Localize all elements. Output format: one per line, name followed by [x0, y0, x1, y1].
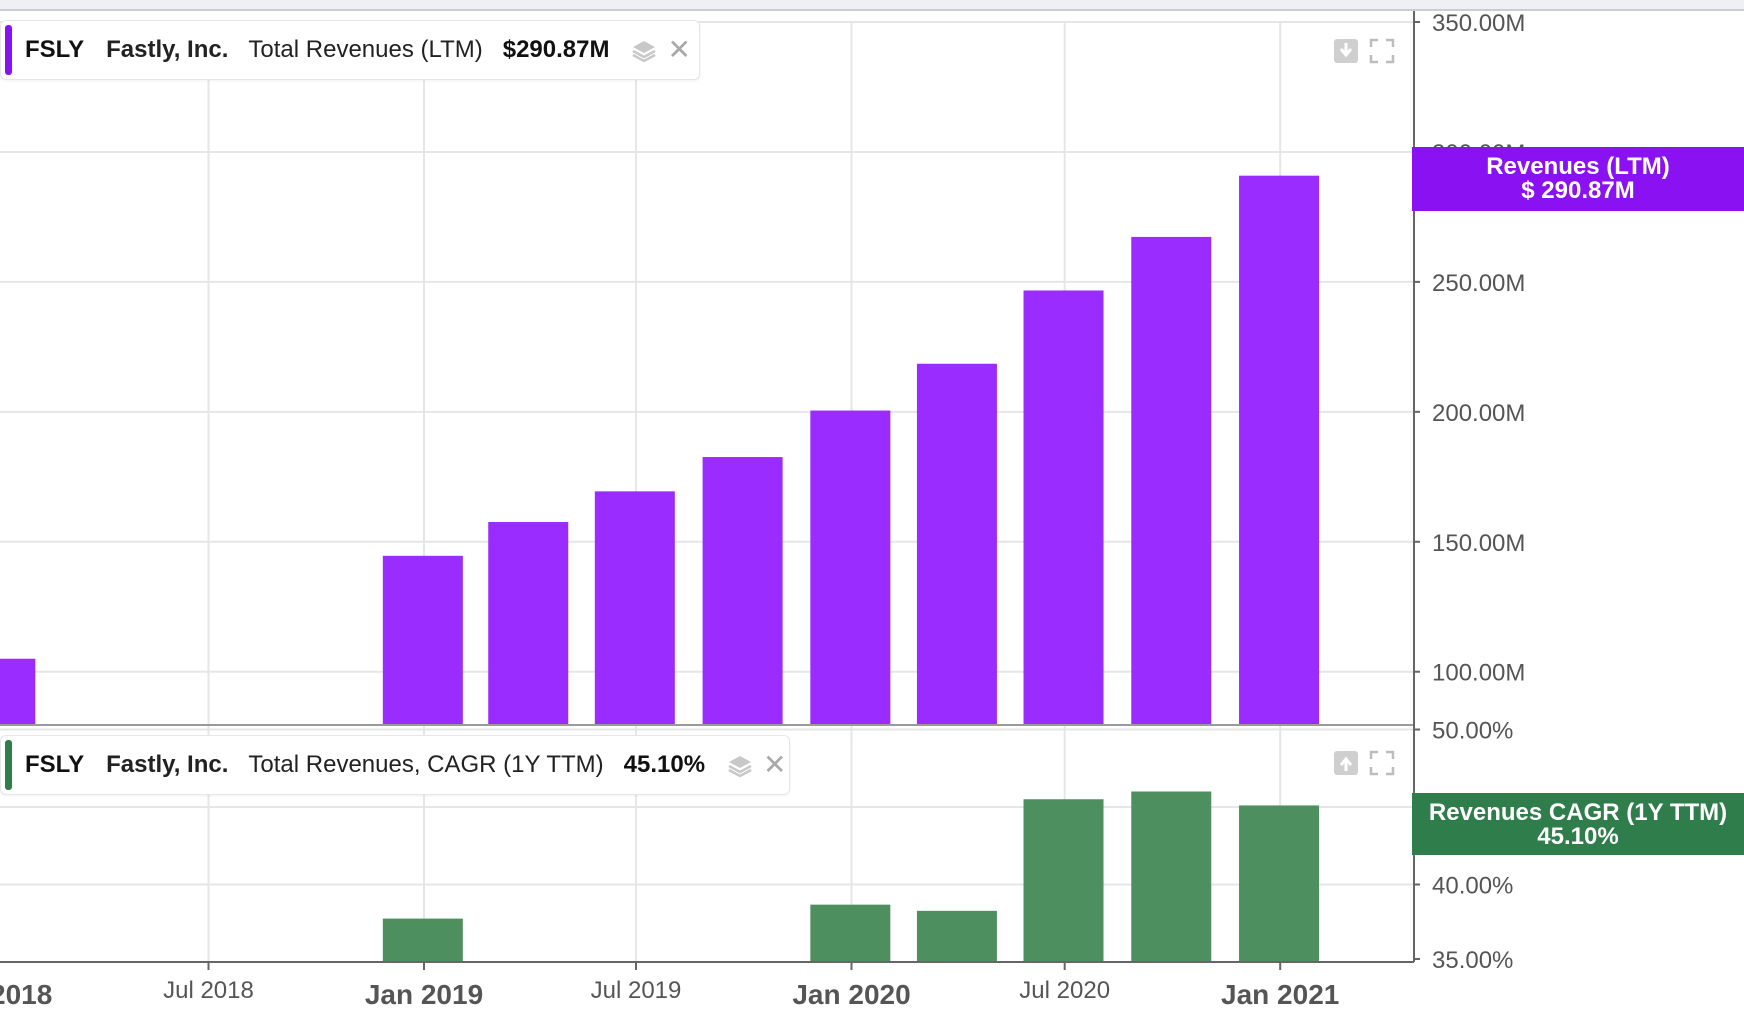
revenue-bar — [702, 457, 783, 725]
y-tick-label: 350.00M — [1432, 10, 1525, 37]
cagr-bars — [382, 791, 1320, 962]
y-tick-label: 150.00M — [1432, 530, 1525, 557]
revenue-bar — [916, 363, 997, 725]
legend-company: Fastly, Inc. — [106, 36, 229, 63]
flag-label: Revenues CAGR (1Y TTM) — [1428, 799, 1728, 826]
revenue-bar — [1239, 175, 1320, 725]
legend-ticker: FSLY — [25, 36, 85, 63]
expand-icon[interactable] — [1369, 750, 1395, 776]
upload-icon[interactable] — [1333, 750, 1359, 776]
x-tick-label: Jul 2020 — [1019, 977, 1110, 1004]
legend-value: $290.87M — [502, 36, 610, 63]
cagr-bar — [382, 918, 463, 962]
revenue-last-value-flag: Revenues (LTM) $ 290.87M — [1412, 147, 1744, 211]
close-icon[interactable]: ✕ — [667, 34, 691, 65]
y-tick-label: 200.00M — [1432, 400, 1525, 427]
revenue-bar — [382, 555, 463, 725]
cagr-legend[interactable]: FSLY Fastly, Inc. Total Revenues, CAGR (… — [0, 735, 790, 795]
top-border — [0, 0, 1744, 11]
x-tick-labels: 2018 Jul 2018 Jan 2019 Jul 2019 Jan 2020 Jul … — [0, 977, 1339, 1010]
expand-icon[interactable] — [1369, 38, 1395, 64]
revenue-bars — [0, 175, 1320, 725]
layers-icon[interactable] — [727, 752, 753, 778]
x-tick-label: Jul 2019 — [591, 977, 682, 1004]
legend-value: 45.10% — [623, 751, 706, 778]
legend-company: Fastly, Inc. — [106, 751, 229, 778]
y-tick-label: 50.00% — [1432, 718, 1513, 745]
flag-label: Revenues (LTM) — [1486, 153, 1670, 180]
cagr-legend-swatch — [5, 740, 12, 790]
x-tick-label: Jul 2018 — [163, 977, 254, 1004]
y-tick-label: 40.00% — [1432, 873, 1513, 900]
download-icon[interactable] — [1333, 38, 1359, 64]
legend-metric: Total Revenues (LTM) — [248, 36, 483, 63]
cagr-bar — [810, 904, 891, 962]
revenue-bar — [0, 658, 36, 725]
cagr-last-value-flag: Revenues CAGR (1Y TTM) 45.10% — [1412, 793, 1744, 855]
revenue-bar — [488, 522, 569, 725]
flag-value: 45.10% — [1537, 823, 1619, 850]
flag-value: $ 290.87M — [1521, 177, 1635, 204]
revenue-bar — [1131, 236, 1212, 725]
cagr-bar — [1239, 805, 1320, 962]
revenue-legend[interactable]: FSLY Fastly, Inc. Total Revenues (LTM) $… — [0, 20, 700, 80]
close-icon[interactable]: ✕ — [763, 749, 787, 780]
cagr-bar — [916, 910, 997, 962]
y-tick-label: 250.00M — [1432, 270, 1525, 297]
revenue-bar — [1023, 290, 1104, 725]
revenue-legend-swatch — [5, 25, 12, 75]
revenue-bar — [810, 410, 891, 725]
x-tick-label: Jan 2020 — [792, 979, 910, 1010]
cagr-bar — [1131, 791, 1212, 962]
layers-icon[interactable] — [631, 37, 657, 63]
x-tick-label: Jan 2019 — [365, 979, 483, 1010]
y-tick-label: 35.00% — [1432, 947, 1513, 974]
cagr-bar — [1023, 799, 1104, 962]
x-tick-label: Jan 2021 — [1221, 979, 1339, 1010]
revenue-bar — [594, 491, 675, 725]
legend-ticker: FSLY — [25, 751, 85, 778]
legend-metric: Total Revenues, CAGR (1Y TTM) — [248, 751, 604, 778]
y-tick-label: 100.00M — [1432, 660, 1525, 687]
x-tick-label: 2018 — [0, 979, 52, 1010]
